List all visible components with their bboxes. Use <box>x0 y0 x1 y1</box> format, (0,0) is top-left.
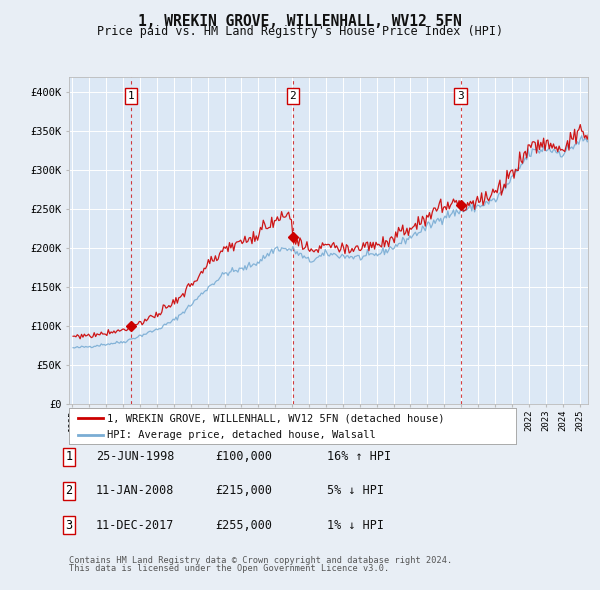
Text: 1, WREKIN GROVE, WILLENHALL, WV12 5FN (detached house): 1, WREKIN GROVE, WILLENHALL, WV12 5FN (d… <box>107 413 445 423</box>
Text: 1, WREKIN GROVE, WILLENHALL, WV12 5FN: 1, WREKIN GROVE, WILLENHALL, WV12 5FN <box>138 14 462 28</box>
Text: Price paid vs. HM Land Registry's House Price Index (HPI): Price paid vs. HM Land Registry's House … <box>97 25 503 38</box>
Text: 1: 1 <box>127 91 134 101</box>
Text: 2: 2 <box>289 91 296 101</box>
Text: This data is licensed under the Open Government Licence v3.0.: This data is licensed under the Open Gov… <box>69 564 389 573</box>
Text: 1% ↓ HPI: 1% ↓ HPI <box>327 519 384 532</box>
Text: 11-JAN-2008: 11-JAN-2008 <box>96 484 175 497</box>
Text: 2: 2 <box>65 484 73 497</box>
Text: 11-DEC-2017: 11-DEC-2017 <box>96 519 175 532</box>
Text: £100,000: £100,000 <box>215 450 272 463</box>
Text: 16% ↑ HPI: 16% ↑ HPI <box>327 450 391 463</box>
Text: 5% ↓ HPI: 5% ↓ HPI <box>327 484 384 497</box>
Text: £215,000: £215,000 <box>215 484 272 497</box>
Text: HPI: Average price, detached house, Walsall: HPI: Average price, detached house, Wals… <box>107 430 376 440</box>
Text: Contains HM Land Registry data © Crown copyright and database right 2024.: Contains HM Land Registry data © Crown c… <box>69 556 452 565</box>
Text: 25-JUN-1998: 25-JUN-1998 <box>96 450 175 463</box>
Text: £255,000: £255,000 <box>215 519 272 532</box>
Text: 1: 1 <box>65 450 73 463</box>
Text: 3: 3 <box>457 91 464 101</box>
Text: 3: 3 <box>65 519 73 532</box>
